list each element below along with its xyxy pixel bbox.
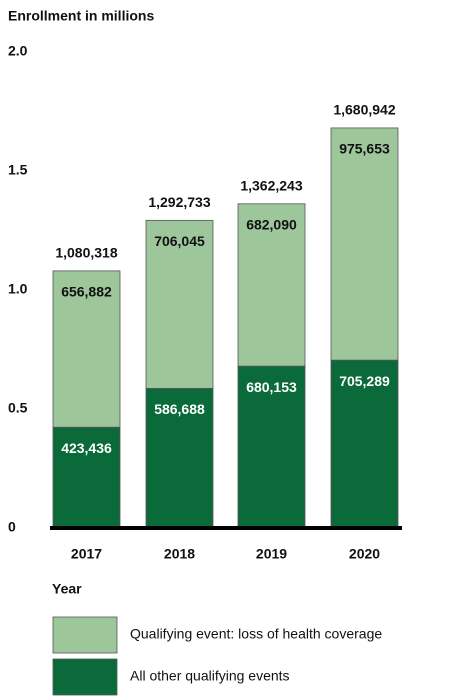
x-tick-label: 2019 [256,546,287,562]
y-tick-label: 1.0 [8,281,28,297]
legend-swatch [52,658,118,696]
y-tick-label: 0 [8,519,16,535]
bar-segment [52,270,121,428]
value-label: 975,653 [339,141,390,157]
total-label: 1,680,942 [333,102,395,118]
value-label: 706,045 [154,233,205,249]
value-label: 682,090 [246,216,297,232]
value-label: 586,688 [154,401,205,417]
bar-segment [52,426,121,529]
value-label: 680,153 [246,379,297,395]
total-label: 1,362,243 [240,177,302,193]
value-label: 705,289 [339,373,390,389]
chart-title: Enrollment in millions [8,8,154,24]
y-tick-label: 1.5 [8,162,28,178]
x-tick-label: 2020 [349,546,380,562]
value-label: 423,436 [61,440,112,456]
total-label: 1,292,733 [148,194,210,210]
legend-label: Qualifying event: loss of health coverag… [130,626,382,642]
bar-segment [330,127,399,361]
bar-segment [145,219,214,389]
bar-segment [237,203,306,367]
bar-segment [237,365,306,529]
x-tick-label: 2018 [164,546,195,562]
y-tick-label: 0.5 [8,400,28,416]
legend-swatch [52,616,118,654]
x-axis-label: Year [52,581,82,597]
total-label: 1,080,318 [55,245,117,261]
value-label: 656,882 [61,284,112,300]
legend-label: All other qualifying events [130,668,290,684]
x-tick-label: 2017 [71,546,102,562]
y-tick-label: 2.0 [8,43,28,59]
